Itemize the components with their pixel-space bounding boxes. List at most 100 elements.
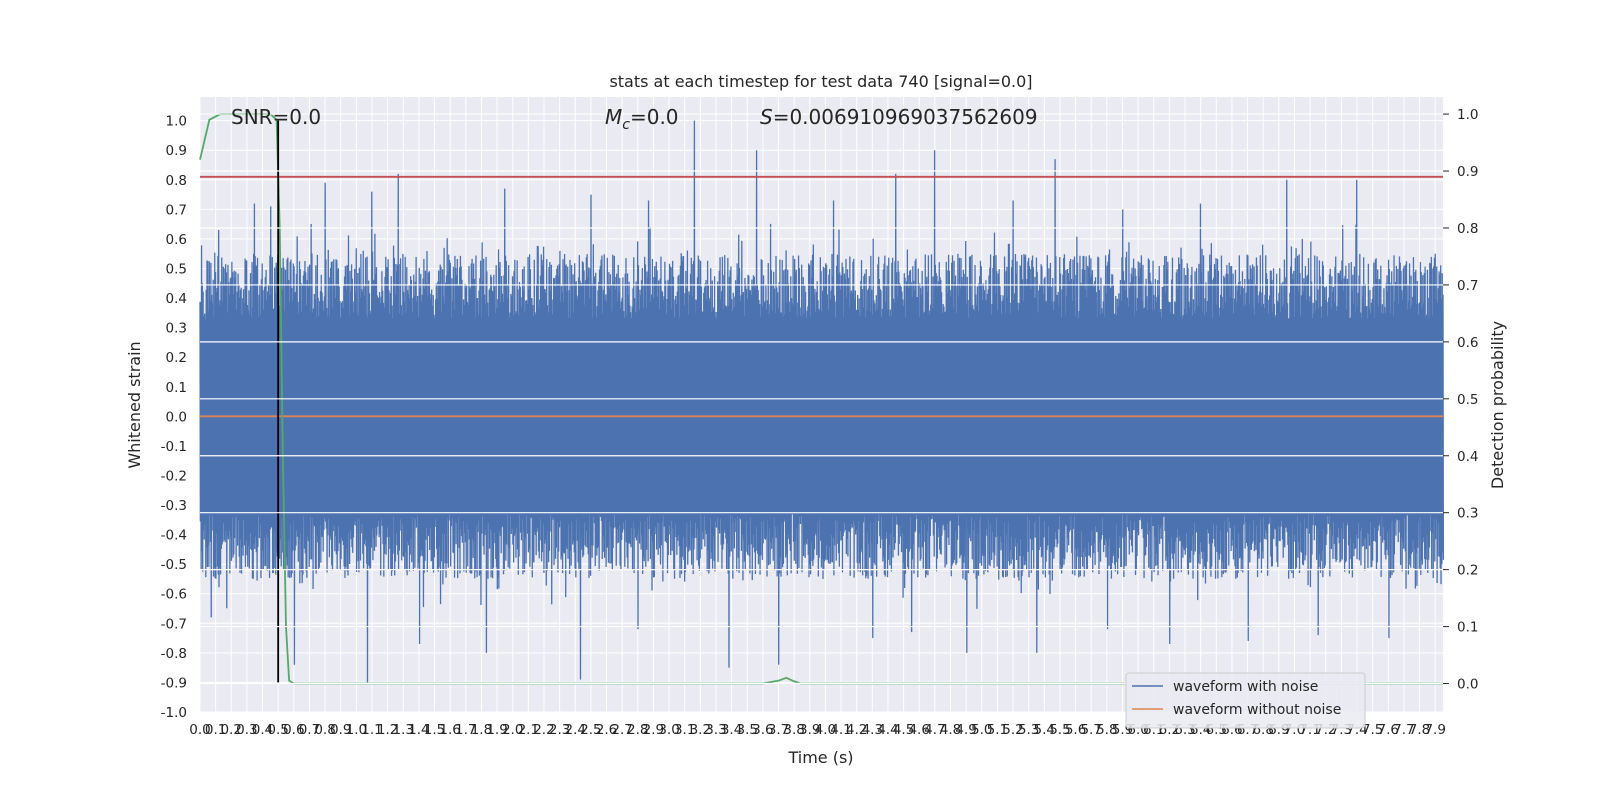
x-tick-label: 7.5: [1362, 722, 1383, 738]
x-tick-label: 3.8: [783, 722, 804, 738]
x-tick-label: 2.1: [518, 722, 539, 738]
x-tick-label: 5.0: [971, 722, 992, 738]
x-tick-label: 1.9: [486, 722, 507, 738]
y2-tick-label: 0.3: [1457, 506, 1478, 522]
y-tick-label: -0.9: [161, 675, 187, 691]
x-tick-label: 1.2: [377, 722, 398, 738]
chirp-mass-subscript: c: [622, 117, 630, 133]
x-tick-label: 4.0: [815, 722, 836, 738]
y-tick-label: 0.3: [166, 321, 187, 337]
y-tick-label: -0.5: [161, 557, 187, 573]
y-tick-label: 0.7: [166, 202, 187, 218]
y2-tick-label: 0.2: [1457, 563, 1478, 579]
x-tick-label: 2.5: [580, 722, 601, 738]
y-tick-label: -0.3: [161, 498, 187, 514]
y2-tick-label: 0.1: [1457, 620, 1478, 636]
y2-tick-label: 0.9: [1457, 164, 1478, 180]
x-tick-label: 3.2: [690, 722, 711, 738]
x-tick-label: 2.8: [627, 722, 648, 738]
x-tick-label: 7.9: [1424, 722, 1445, 738]
x-tick-label: 4.9: [955, 722, 976, 738]
x-tick-label: 4.3: [862, 722, 883, 738]
x-tick-label: 0.9: [330, 722, 351, 738]
y-tick-label: -0.2: [161, 468, 187, 484]
x-tick-label: 2.3: [549, 722, 570, 738]
x-tick-label: 5.5: [1049, 722, 1070, 738]
y2-tick-label: 0.5: [1457, 392, 1478, 408]
x-tick-label: 3.3: [705, 722, 726, 738]
x-tick-label: 4.7: [924, 722, 945, 738]
y-tick-label: 0.0: [166, 409, 187, 425]
x-tick-label: 3.1: [674, 722, 695, 738]
chirp-mass-symbol: M: [605, 105, 622, 129]
x-tick-label: 5.6: [1065, 722, 1086, 738]
axes: 0.00.10.20.30.40.50.60.70.80.91.01.11.21…: [161, 107, 1479, 738]
statistic-value: =0.006910969037562609: [773, 105, 1038, 129]
x-tick-label: 2.2: [533, 722, 554, 738]
chirp-mass-value: =0.0: [630, 105, 679, 129]
x-tick-label: 1.5: [424, 722, 445, 738]
y-tick-label: -0.7: [161, 616, 187, 632]
y2-tick-label: 0.4: [1457, 449, 1478, 465]
x-tick-label: 0.3: [236, 722, 257, 738]
x-tick-label: 1.7: [455, 722, 476, 738]
x-tick-label: 2.0: [502, 722, 523, 738]
x-tick-label: 2.7: [611, 722, 632, 738]
x-tick-label: 5.2: [1002, 722, 1023, 738]
x-tick-label: 1.1: [361, 722, 382, 738]
legend-box: [1125, 672, 1366, 729]
x-tick-label: 3.7: [768, 722, 789, 738]
x-tick-label: 0.1: [205, 722, 226, 738]
x-tick-label: 2.4: [565, 722, 586, 738]
x-tick-label: 5.8: [1096, 722, 1117, 738]
x-tick-label: 4.6: [908, 722, 929, 738]
chart-title: stats at each timestep for test data 740…: [609, 72, 1032, 91]
y-tick-label: -0.1: [161, 439, 187, 455]
x-tick-label: 0.7: [299, 722, 320, 738]
y2-axis-label: Detection probability: [1488, 321, 1507, 489]
x-tick-label: 0.8: [314, 722, 335, 738]
y-axis-label: Whitened strain: [125, 341, 144, 468]
x-tick-label: 0.5: [267, 722, 288, 738]
x-tick-label: 7.8: [1409, 722, 1430, 738]
x-tick-label: 5.1: [987, 722, 1008, 738]
y2-tick-label: 0.8: [1457, 221, 1478, 237]
legend-label-noise: waveform with noise: [1173, 679, 1318, 695]
x-tick-label: 0.6: [283, 722, 304, 738]
statistic-symbol: S: [760, 105, 773, 129]
y-tick-label: 0.2: [166, 350, 187, 366]
x-tick-label: 3.0: [658, 722, 679, 738]
series-layer: [199, 113, 1444, 685]
x-tick-label: 3.6: [752, 722, 773, 738]
x-tick-label: 4.5: [893, 722, 914, 738]
y2-tick-label: 0.6: [1457, 335, 1478, 351]
y-tick-label: 0.5: [166, 261, 187, 277]
x-tick-label: 3.4: [721, 722, 742, 738]
x-tick-label: 1.8: [471, 722, 492, 738]
x-tick-label: 4.4: [877, 722, 898, 738]
x-tick-label: 1.4: [408, 722, 429, 738]
x-tick-label: 1.3: [393, 722, 414, 738]
snr-annotation: SNR=0.0: [231, 105, 321, 129]
x-tick-label: 5.3: [1018, 722, 1039, 738]
x-tick-label: 3.9: [799, 722, 820, 738]
y2-tick-label: 0.7: [1457, 278, 1478, 294]
x-tick-label: 7.6: [1378, 722, 1399, 738]
y-tick-label: 0.4: [166, 291, 187, 307]
x-tick-label: 0.4: [252, 722, 273, 738]
x-tick-label: 2.6: [596, 722, 617, 738]
y-tick-label: 0.8: [166, 173, 187, 189]
x-tick-label: 4.2: [846, 722, 867, 738]
x-tick-label: 5.7: [1080, 722, 1101, 738]
x-axis-label: Time (s): [787, 748, 853, 767]
y2-tick-label: 0.0: [1457, 677, 1478, 693]
x-tick-label: 1.0: [346, 722, 367, 738]
x-tick-label: 7.7: [1393, 722, 1414, 738]
y-tick-label: 1.0: [166, 114, 187, 130]
y-tick-label: -0.4: [161, 528, 187, 544]
y-tick-label: 0.1: [166, 380, 187, 396]
x-tick-label: 4.1: [830, 722, 851, 738]
y-tick-label: 0.9: [166, 143, 187, 159]
x-tick-label: 0.0: [189, 722, 210, 738]
